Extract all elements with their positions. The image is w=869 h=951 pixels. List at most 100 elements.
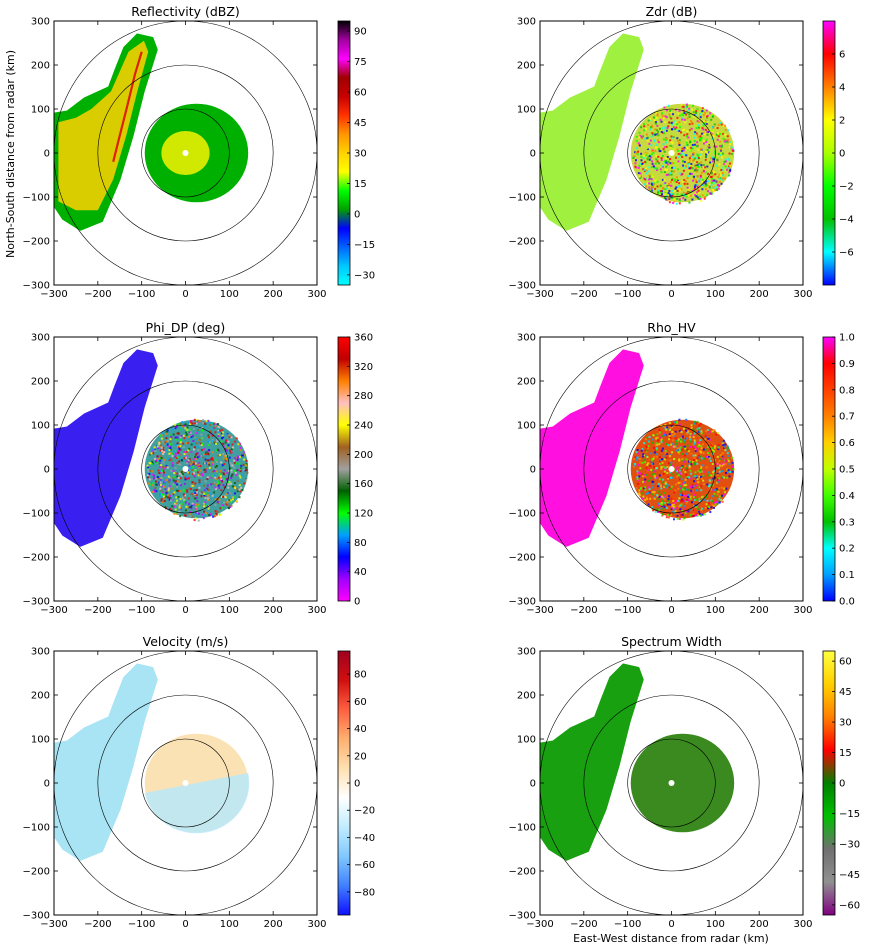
colorbar-tick-label: −2 (839, 182, 854, 193)
chart-title: Phi_DP (deg) (146, 320, 226, 335)
x-tick-label: −200 (570, 605, 597, 616)
radar-site (182, 780, 189, 786)
colorbar-tick-label: 0.4 (839, 491, 855, 502)
colorbar-tick-label: 280 (354, 391, 373, 402)
colorbar-tick-label: 15 (839, 748, 852, 759)
y-tick-label: 300 (31, 17, 50, 28)
colorbar-tick-label: −40 (354, 833, 375, 844)
x-tick-label: 300 (307, 605, 326, 616)
colorbar: 1.0 0.9 0.8 0.7 0.6 0.5 0.4 0.3 0.2 0.1 0.0 (822, 333, 855, 608)
precip-band (540, 349, 644, 547)
x-tick-label: 100 (706, 605, 725, 616)
x-tick-label: 300 (793, 919, 812, 930)
plot-area (54, 651, 317, 915)
radar-site (668, 150, 675, 156)
chart-title: Spectrum Width (621, 634, 722, 649)
radar-site (668, 780, 675, 786)
colorbar-tick-label: 0 (354, 779, 360, 790)
x-tick-label: −100 (614, 605, 641, 616)
y-tick-label: −200 (509, 237, 536, 248)
colorbar-tick-label: −45 (839, 870, 860, 881)
y-tick-label: 100 (517, 105, 536, 116)
range-ring (141, 738, 230, 828)
colorbar-tick-label: 60 (839, 657, 852, 668)
x-tick-label: 0 (668, 605, 674, 616)
x-tick-label: 200 (264, 605, 283, 616)
near-radar-echo (144, 419, 249, 519)
chart-panel: Zdr (dB) −300 −200 −100 0 100 200 300 300 200 100 0… (509, 4, 854, 300)
y-tick-label: 300 (517, 333, 536, 344)
colorbar-tick-label: 320 (354, 362, 373, 373)
colorbar-tick-label: 0.6 (839, 438, 855, 449)
x-tick-label: 200 (264, 919, 283, 930)
colorbar-tick-label: 120 (354, 509, 373, 520)
x-tick-label: 100 (220, 919, 239, 930)
y-tick-label: −100 (23, 193, 50, 204)
x-tick-label: 100 (220, 605, 239, 616)
colorbar-tick-label: 45 (839, 687, 852, 698)
colorbar-tick-label: 45 (354, 118, 367, 129)
y-tick-label: −300 (509, 911, 536, 922)
chart-panel: Reflectivity (dBZ)−300 −200 −100 0 100 200 300… (23, 4, 376, 300)
x-tick-label: 300 (793, 605, 812, 616)
colorbar-tick-label: 200 (354, 450, 373, 461)
x-tick-label: −100 (614, 919, 641, 930)
y-tick-label: 0 (530, 779, 536, 790)
near-radar-echo (630, 733, 735, 833)
y-tick-label: 200 (31, 691, 50, 702)
colorbar-tick-label: 0.3 (839, 517, 855, 528)
range-ring (141, 424, 230, 514)
x-tick-label: 200 (750, 919, 769, 930)
plot-area (540, 21, 803, 285)
colorbar-tick-label: 30 (354, 149, 367, 160)
colorbar: 360 320 280 240 200 160 120 80 40 0 (337, 333, 373, 608)
colorbar-tick-label: 0 (839, 779, 845, 790)
x-tick-label: −300 (526, 605, 553, 616)
x-tick-label: 300 (307, 919, 326, 930)
colorbar-tick-label: 0.1 (839, 570, 855, 581)
y-tick-label: 100 (31, 421, 50, 432)
x-tick-label: −100 (128, 289, 155, 300)
y-tick-label: 200 (517, 61, 536, 72)
x-tick-label: 100 (220, 289, 239, 300)
chart-panel: Phi_DP (deg) −300 −200 −100 0 100 200 300 300 200… (23, 320, 374, 616)
x-tick-label: −300 (40, 605, 67, 616)
range-ring (97, 64, 274, 242)
x-tick-label: 200 (750, 605, 769, 616)
x-tick-label: −100 (128, 605, 155, 616)
y-tick-label: 300 (517, 647, 536, 658)
chart-title: Zdr (dB) (646, 4, 698, 19)
range-ring (141, 108, 230, 198)
colorbar-tick-label: 40 (354, 567, 367, 578)
x-tick-label: −100 (128, 919, 155, 930)
x-tick-label: −200 (570, 289, 597, 300)
y-tick-label: −300 (509, 281, 536, 292)
x-tick-label: 100 (706, 289, 725, 300)
colorbar: 90 75 60 45 30 15 0 −15 −30 (337, 20, 375, 286)
colorbar-tick-label: 15 (354, 179, 367, 190)
colorbar-tick-label: −6 (839, 248, 854, 259)
range-ring (627, 738, 716, 828)
x-tick-label: 200 (750, 289, 769, 300)
colorbar-tick-label: 0 (354, 597, 360, 608)
x-tick-label: −200 (84, 919, 111, 930)
radar-site (182, 150, 189, 156)
colorbar: 80 60 40 20 0 −20 −40 −60 −80 (337, 650, 375, 916)
inbound-velocity-area (144, 773, 250, 834)
precip-band-core (58, 40, 149, 211)
colorbar-tick-label: 0 (839, 149, 845, 160)
colorbar-tick-label: 360 (354, 333, 373, 344)
range-ring (97, 694, 274, 872)
precip-band (54, 349, 158, 547)
colorbar-tick-label: 0.9 (839, 359, 855, 370)
y-tick-label: 200 (31, 377, 50, 388)
x-tick-label: −200 (84, 289, 111, 300)
y-tick-label: 100 (517, 421, 536, 432)
x-tick-label: −300 (40, 289, 67, 300)
y-tick-label: 100 (31, 105, 50, 116)
colorbar-tick-label: 0.8 (839, 385, 855, 396)
colorbar-tick-label: 60 (354, 697, 367, 708)
x-tick-label: 300 (793, 289, 812, 300)
y-tick-label: 0 (44, 465, 50, 476)
y-tick-label: −100 (509, 509, 536, 520)
